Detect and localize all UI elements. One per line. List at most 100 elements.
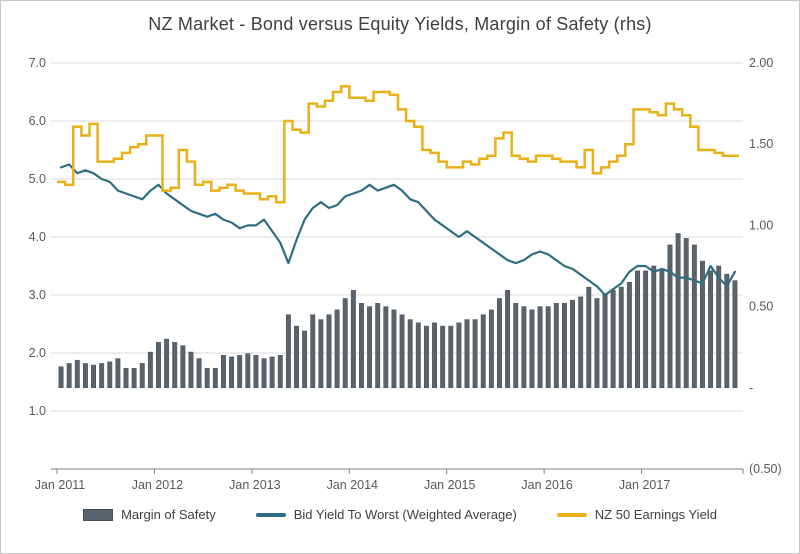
margin-of-safety-bar: [212, 368, 218, 389]
margin-of-safety-bar: [237, 355, 243, 389]
margin-of-safety-bar: [164, 338, 170, 389]
margin-of-safety-bar: [285, 314, 291, 389]
margin-of-safety-bar: [724, 273, 730, 389]
right-axis-tick: 2.00: [749, 56, 773, 70]
margin-of-safety-bar: [448, 325, 454, 389]
left-axis-tick: 6.0: [29, 114, 46, 128]
margin-of-safety-bar: [326, 314, 332, 389]
left-axis-tick: 4.0: [29, 230, 46, 244]
margin-of-safety-bar: [521, 306, 527, 389]
margin-of-safety-bar: [415, 322, 421, 389]
margin-of-safety-bar: [74, 359, 80, 389]
margin-of-safety-bar: [399, 314, 405, 389]
margin-of-safety-bar: [488, 309, 494, 389]
right-axis-tick: -: [749, 381, 753, 395]
margin-of-safety-bar: [708, 270, 714, 389]
margin-of-safety-bar: [261, 358, 267, 389]
margin-of-safety-bar: [635, 270, 640, 389]
margin-of-safety-bar: [586, 286, 592, 389]
margin-of-safety-bar: [626, 281, 632, 389]
margin-of-safety-bar: [66, 363, 72, 389]
margin-of-safety-bar: [123, 368, 129, 389]
margin-of-safety-bar: [423, 325, 429, 389]
margin-of-safety-bar: [675, 233, 681, 389]
margin-of-safety-bar: [277, 355, 283, 389]
legend-label-nz50-earnings-yield: NZ 50 Earnings Yield: [594, 507, 717, 522]
margin-of-safety-bar: [594, 298, 600, 389]
x-axis-tick: Jan 2011: [35, 478, 86, 492]
margin-of-safety-bar: [545, 306, 551, 389]
margin-of-safety-bar: [115, 358, 121, 389]
margin-of-safety-bar: [302, 330, 308, 389]
legend-line-swatch-icon: [255, 512, 286, 517]
legend-label-margin-of-safety: Margin of Safety: [121, 507, 216, 522]
margin-of-safety-bar: [602, 293, 608, 389]
margin-of-safety-bar: [497, 298, 502, 389]
margin-of-safety-bar: [294, 325, 299, 389]
margin-of-safety-bar: [229, 356, 235, 389]
margin-of-safety-bar: [188, 351, 194, 389]
margin-of-safety-bar: [691, 244, 697, 389]
margin-of-safety-bar: [667, 244, 673, 389]
left-axis-tick: 1.0: [29, 404, 46, 418]
margin-of-safety-bar: [659, 270, 665, 389]
x-axis-tick: Jan 2017: [619, 478, 670, 492]
left-axis-tick: 2.0: [29, 346, 46, 360]
bid-yield-line: [59, 163, 737, 297]
left-axis-tick: 7.0: [29, 56, 46, 70]
margin-of-safety-bar: [131, 368, 137, 389]
margin-of-safety-bar: [651, 265, 657, 389]
legend-bar-swatch-icon: [83, 508, 114, 521]
margin-of-safety-bar: [156, 342, 161, 389]
x-axis-tick: Jan 2012: [132, 478, 183, 492]
margin-of-safety-bar: [58, 366, 64, 389]
margin-of-safety-bar: [245, 353, 251, 389]
right-axis-tick: 1.00: [749, 218, 773, 232]
margin-of-safety-bar: [107, 361, 113, 389]
margin-of-safety-bar: [732, 280, 738, 389]
margin-of-safety-bar: [505, 290, 511, 389]
margin-of-safety-bar: [529, 309, 535, 389]
chart-plot-area: 7.0 6.0 5.0 4.0 3.0 2.0 1.0 2.00 1.50 1.00 0.50 - (0…: [29, 56, 782, 492]
margin-of-safety-bar: [310, 314, 316, 389]
chart-legend: Margin of Safety Bid Yield To Worst (Wei…: [1, 507, 799, 522]
margin-of-safety-bar: [464, 319, 470, 389]
right-axis-tick: 0.50: [749, 300, 773, 314]
margin-of-safety-bar: [147, 351, 153, 389]
margin-of-safety-bar: [269, 356, 275, 389]
left-axis-tick: 5.0: [29, 172, 46, 186]
margin-of-safety-bar: [578, 296, 584, 389]
margin-of-safety-bar: [440, 325, 446, 389]
margin-of-safety-bar: [383, 306, 389, 389]
margin-of-safety-bar: [99, 363, 105, 389]
x-axis-tick: Jan 2013: [229, 478, 280, 492]
margin-of-safety-bar: [350, 290, 356, 389]
margin-of-safety-bar: [618, 286, 624, 389]
margin-of-safety-bar: [391, 309, 397, 389]
margin-of-safety-bar: [367, 306, 373, 389]
margin-of-safety-bar: [342, 298, 348, 389]
margin-of-safety-bar: [91, 364, 96, 389]
margin-of-safety-bar: [683, 238, 689, 389]
right-axis-tick: (0.50): [749, 462, 782, 476]
margin-of-safety-bar: [407, 319, 413, 389]
left-axis-tick: 3.0: [29, 288, 46, 302]
chart-title: NZ Market - Bond versus Equity Yields, M…: [148, 14, 652, 34]
margin-of-safety-bar: [139, 363, 145, 389]
x-axis-tick: Jan 2016: [521, 478, 572, 492]
legend-item-nz50-earnings-yield: NZ 50 Earnings Yield: [556, 507, 717, 522]
margin-of-safety-bar: [643, 270, 649, 389]
margin-of-safety-bar: [700, 260, 705, 389]
margin-of-safety-bar: [318, 319, 324, 389]
margin-of-safety-bar: [570, 299, 576, 389]
margin-of-safety-bar: [561, 303, 567, 389]
margin-of-safety-bar: [472, 319, 478, 389]
margin-of-safety-bar: [196, 358, 202, 389]
margin-of-safety-bar: [456, 322, 462, 389]
margin-of-safety-bar: [180, 345, 186, 389]
margin-of-safety-bar: [82, 363, 88, 389]
margin-of-safety-bar: [334, 309, 340, 389]
margin-of-safety-bar: [537, 306, 543, 389]
legend-line-swatch-icon: [556, 512, 587, 517]
